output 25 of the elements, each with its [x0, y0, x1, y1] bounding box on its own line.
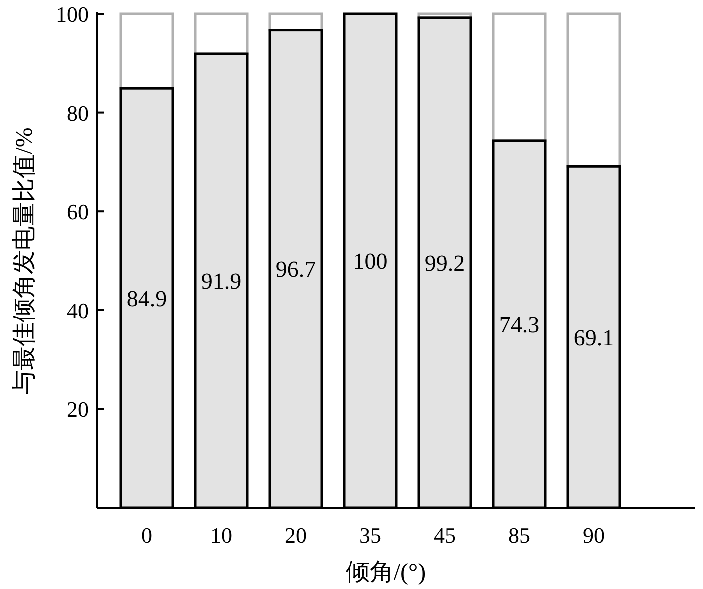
x-tick-label: 45 — [434, 523, 456, 548]
y-tick-label: 60 — [67, 200, 89, 225]
x-tick-label: 85 — [508, 523, 530, 548]
value-label: 91.9 — [201, 269, 242, 294]
bar — [566, 12, 622, 168]
x-tick-label: 90 — [583, 523, 605, 548]
x-tick-label: 0 — [142, 523, 152, 548]
bar — [120, 12, 174, 90]
value-label: 69.1 — [574, 325, 614, 350]
value-label: 96.7 — [276, 257, 316, 282]
x-axis-title: 倾角/(°) — [346, 560, 426, 586]
x-tick-label: 35 — [360, 523, 382, 548]
bar — [194, 12, 249, 56]
x-tick-label: 20 — [285, 523, 307, 548]
y-tick-label: 80 — [67, 100, 89, 126]
value-label: 100 — [353, 249, 388, 274]
y-axis-title: 与最佳倾角发电量比值/% — [12, 128, 38, 394]
bar — [492, 12, 547, 142]
value-label: 74.3 — [499, 312, 540, 338]
value-label: 84.9 — [126, 286, 168, 312]
x-tick-label: 10 — [210, 523, 232, 548]
value-label: 99.2 — [424, 250, 466, 276]
y-tick-label: 100 — [56, 2, 89, 27]
y-tick-label: 40 — [67, 298, 89, 324]
y-tick-label: 20 — [67, 397, 89, 422]
